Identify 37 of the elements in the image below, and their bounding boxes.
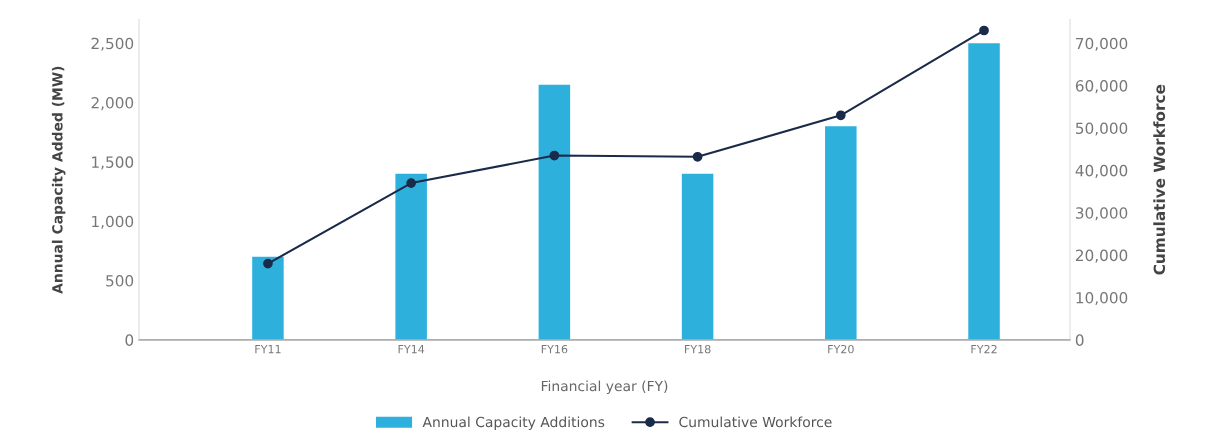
bar xyxy=(538,84,571,340)
x-tick-label: FY11 xyxy=(255,345,281,354)
x-tick-label: FY22 xyxy=(971,344,997,354)
y2-tick-label: 0 xyxy=(1075,334,1084,346)
legend-label: Annual Capacity Additions xyxy=(422,416,605,430)
y2-tick-label: 70,000 xyxy=(1076,37,1128,51)
y-tick-label: 2,500 xyxy=(91,37,134,51)
point xyxy=(979,25,989,36)
x-tick-label: FY20 xyxy=(828,344,854,354)
bar xyxy=(252,256,284,340)
y-tick-label: 500 xyxy=(106,275,134,287)
y2-tick-label: 50,000 xyxy=(1076,122,1128,136)
point xyxy=(835,110,846,121)
legend-label: Cumulative Workforce xyxy=(679,416,832,428)
y2-tick-label: 20,000 xyxy=(1075,249,1128,263)
y2-tick-label: 30,000 xyxy=(1075,207,1128,221)
y-tick-label: 1,000 xyxy=(92,215,134,229)
bar xyxy=(681,173,714,340)
point xyxy=(549,150,560,161)
point xyxy=(263,258,273,269)
y-axis-title: Annual Capacity Added (MW) xyxy=(51,66,66,294)
y-tick-label: 1,500 xyxy=(92,156,134,170)
y2-axis-title: Cumulative Workforce xyxy=(1153,84,1166,275)
x-axis-title: Financial year (FY) xyxy=(541,380,668,394)
y2-tick-label: 40,000 xyxy=(1075,164,1128,178)
y-tick-label: 0 xyxy=(125,334,134,346)
x-tick-label: FY14 xyxy=(398,345,425,354)
x-tick-label: FY16 xyxy=(541,344,568,354)
point xyxy=(692,151,703,162)
y2-tick-label: 10,000 xyxy=(1076,291,1128,306)
x-tick-label: FY18 xyxy=(685,344,711,354)
bar xyxy=(968,43,1000,340)
y2-tick-label: 60,000 xyxy=(1075,80,1128,94)
y-tick-label: 2,000 xyxy=(91,97,134,111)
bar xyxy=(825,126,857,340)
bar xyxy=(395,173,427,340)
point xyxy=(406,178,417,188)
